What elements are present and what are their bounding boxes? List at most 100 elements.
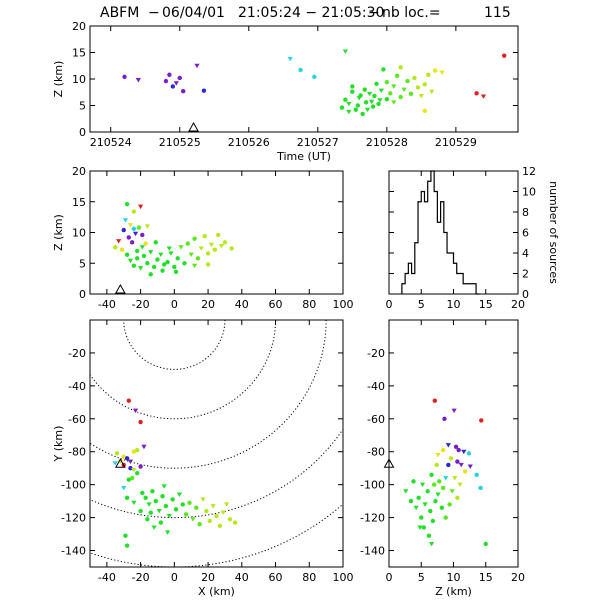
source-point — [418, 93, 424, 99]
source-point — [339, 105, 345, 110]
source-point — [124, 495, 130, 501]
x-tick-label: 80 — [302, 298, 316, 311]
source-point — [405, 78, 410, 84]
source-point — [160, 493, 165, 499]
source-point — [131, 500, 137, 506]
source-point — [227, 517, 233, 522]
y-tick-label: -100 — [61, 479, 86, 492]
y-tick-label: -140 — [360, 545, 385, 558]
x-axis-label: X (km) — [198, 585, 235, 598]
source-point — [439, 505, 445, 510]
source-point — [445, 443, 451, 448]
source-point — [364, 107, 371, 113]
x-tick-label: 0 — [386, 571, 393, 584]
y-tick-label: 20 — [72, 20, 86, 33]
source-point — [422, 502, 428, 507]
source-point — [343, 97, 348, 102]
source-point — [462, 469, 468, 474]
source-point — [170, 497, 175, 502]
y-tick-label: -20 — [367, 347, 385, 360]
source-point — [126, 477, 131, 482]
x-tick-label: 20 — [511, 298, 525, 311]
y-tick-label: 6 — [522, 227, 529, 240]
y-tick-label: 10 — [72, 227, 86, 240]
source-point — [194, 505, 199, 510]
source-point — [447, 502, 452, 507]
source-point — [440, 485, 446, 491]
source-point — [198, 246, 204, 251]
y-tick-label: 0 — [79, 288, 86, 301]
source-point — [358, 93, 363, 98]
source-point — [224, 502, 230, 507]
y-tick-label: 8 — [522, 206, 529, 219]
source-point — [442, 416, 447, 421]
source-point — [176, 492, 182, 497]
source-point — [132, 408, 139, 413]
source-point — [408, 91, 414, 97]
source-point — [138, 204, 144, 210]
header-date: 06/04/01 — [162, 5, 225, 21]
x-tick-label: -20 — [132, 571, 150, 584]
source-point — [128, 466, 133, 471]
source-point — [123, 533, 128, 538]
x-tick-label: 210528 — [366, 136, 408, 149]
source-point — [131, 226, 137, 232]
source-point — [350, 89, 355, 94]
source-point — [173, 507, 179, 512]
source-point — [192, 236, 197, 241]
source-point — [160, 268, 165, 273]
source-point — [312, 74, 317, 80]
source-point — [173, 81, 179, 86]
source-point — [432, 398, 437, 403]
source-point — [355, 103, 361, 108]
y-tick-label: 0 — [522, 288, 529, 301]
source-point — [446, 462, 451, 468]
source-point — [124, 202, 130, 207]
source-point — [135, 248, 140, 254]
source-point — [188, 252, 194, 258]
source-point — [183, 512, 189, 517]
source-point — [153, 240, 158, 245]
source-point — [452, 476, 458, 481]
source-point — [143, 241, 148, 246]
x-tick-label: 80 — [302, 571, 316, 584]
source-point — [401, 87, 407, 92]
source-point — [360, 111, 365, 117]
histogram-step-line — [401, 170, 480, 295]
y-tick-label: 4 — [522, 247, 529, 260]
source-point — [207, 518, 212, 524]
source-point — [168, 251, 174, 256]
source-point — [163, 78, 169, 84]
y-tick-label: 10 — [522, 186, 536, 199]
plot-frame — [89, 170, 344, 295]
x-tick-label: 15 — [479, 571, 493, 584]
source-point — [411, 479, 416, 484]
source-point — [131, 263, 137, 268]
source-point — [139, 245, 145, 250]
source-point — [136, 225, 142, 230]
source-point — [191, 263, 198, 269]
source-point — [164, 530, 171, 535]
x-tick-label: 10 — [447, 298, 461, 311]
source-point — [141, 444, 147, 450]
source-point — [422, 82, 428, 87]
source-point — [135, 256, 140, 261]
y-tick-label: -80 — [68, 446, 86, 459]
source-point — [398, 65, 403, 70]
source-point — [453, 444, 459, 449]
source-point — [433, 498, 438, 504]
source-point — [398, 94, 403, 100]
source-point — [148, 510, 153, 515]
x-tick-label: -40 — [98, 298, 116, 311]
source-point — [201, 88, 207, 93]
source-point — [138, 266, 144, 271]
source-point — [455, 459, 460, 464]
source-point — [428, 508, 433, 514]
source-point — [374, 81, 379, 86]
source-point — [190, 517, 196, 522]
x-tick-label: 20 — [201, 571, 215, 584]
x-axis-label: Time (UT) — [276, 150, 331, 163]
source-point — [200, 497, 206, 502]
x-tick-label: 210525 — [159, 136, 201, 149]
source-point — [156, 509, 162, 514]
